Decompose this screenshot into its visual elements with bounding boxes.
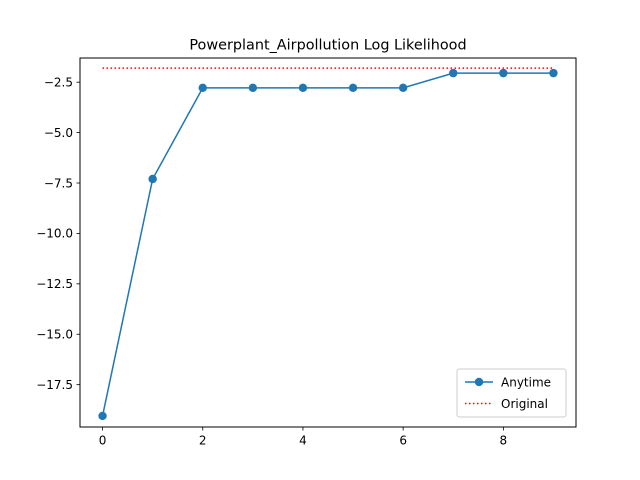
chart-title: Powerplant_Airpollution Log Likelihood <box>189 38 466 54</box>
x-axis: 0 2 4 6 8 <box>99 427 507 448</box>
plot-frame <box>79 57 577 428</box>
series-line-anytime <box>101 72 554 417</box>
x-tick-label: 0 <box>99 434 107 448</box>
y-axis: −2.5 −5.0 −7.5 −10.0 −12.5 −15.0 −17.5 <box>36 75 80 392</box>
data-point-anytime <box>198 83 207 93</box>
y-tick-label: −10.0 <box>36 227 73 241</box>
legend: Anytime Original <box>456 368 567 418</box>
x-tick-label: 8 <box>500 434 508 448</box>
y-tick-label: −2.5 <box>44 75 73 89</box>
legend-label-original: Original <box>501 397 548 411</box>
y-tick-label: −17.5 <box>36 378 73 392</box>
y-tick-label: −5.0 <box>44 126 73 140</box>
data-point-anytime <box>298 83 308 93</box>
data-point-anytime <box>148 174 157 184</box>
data-point-anytime <box>348 83 358 93</box>
data-point-anytime <box>98 411 107 421</box>
plot-series <box>98 67 558 421</box>
data-point-anytime <box>248 83 258 93</box>
data-point-anytime <box>449 68 458 78</box>
data-point-anytime <box>499 68 508 78</box>
y-tick-label: −7.5 <box>44 176 73 190</box>
y-tick-label: −12.5 <box>36 277 73 291</box>
x-tick-label: 2 <box>199 434 207 448</box>
legend-marker-anytime <box>474 377 484 387</box>
y-tick-label: −15.0 <box>36 328 73 342</box>
data-point-anytime <box>549 68 558 78</box>
legend-label-anytime: Anytime <box>501 375 551 389</box>
data-point-anytime <box>398 83 408 93</box>
x-tick-label: 4 <box>299 434 307 448</box>
x-tick-label: 6 <box>399 434 407 448</box>
legend-box <box>456 368 567 418</box>
